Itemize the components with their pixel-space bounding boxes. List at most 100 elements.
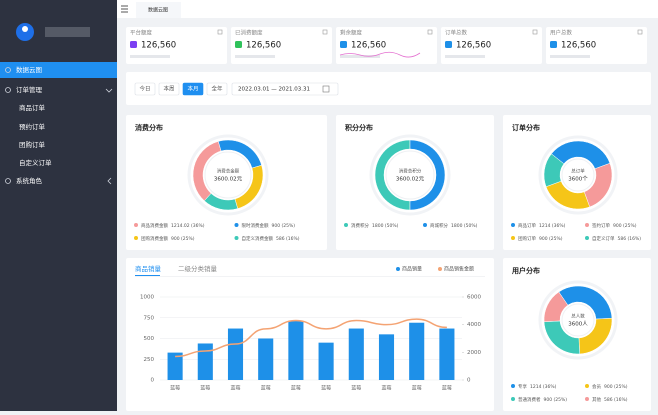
legend-text: 其他 586 (16%) [592,396,628,403]
bar [409,322,425,380]
legend-text: 自定义订单 586 (16%) [592,235,641,242]
donut-center [561,158,595,192]
chart-tab[interactable]: 商品销量 [135,264,162,273]
legend-text: 专享 1214 (36%) [518,383,557,390]
x-tick-label: 蓝莓 [351,385,361,392]
menu-item[interactable]: 团购订单 [19,140,46,149]
legend-dot [511,236,515,240]
y2-tick-label: 2000 [467,350,481,356]
y-tick-label: 250 [144,357,155,363]
legend-dot [585,384,589,388]
bar [197,343,213,380]
stat-label: 平台额度 [130,29,153,37]
filter-label: 本周 [163,85,174,93]
y2-tick-label: 4000 [467,322,481,328]
y-tick-label: 0 [151,378,155,384]
date-picker[interactable] [231,82,339,96]
x-tick-label: 蓝莓 [200,385,210,392]
donut-shadow [538,280,618,360]
bar [348,328,364,380]
legend-text: 商品消费金额 1214.02 (36%) [141,222,205,229]
filter-label: 全年 [211,85,223,93]
legend-name: 限时消费金额 [242,222,269,229]
menu-item[interactable]: 订单管理 [16,85,43,94]
stat-card [546,27,647,64]
stat-label: 剩余额度 [340,29,363,37]
bar [288,321,304,380]
blurred-username [45,27,90,37]
donut-segment [543,291,569,323]
legend-dot [585,223,589,227]
legend-dot [511,223,515,227]
filter-button[interactable] [134,82,156,96]
legend-value: 1214.02 (36%) [171,223,205,229]
donut-segment [204,193,239,211]
hamburger-icon[interactable] [121,5,128,13]
legend-value: 900 (25%) [272,223,296,229]
panel-title: 积分分布 [345,123,373,132]
panel-title: 消费分布 [135,123,163,132]
chart-tab[interactable]: 二级分类销量 [178,264,218,273]
legend-name: 自定义消费金额 [242,235,274,242]
center-label: 总人数 [571,313,585,320]
legend-name: 商品订单 [518,222,536,229]
donut-center [561,303,595,337]
legend-text: 签约订单 900 (25%) [592,222,637,229]
menu-arrow [105,88,113,93]
legend-value: 900 (25%) [613,223,637,229]
menu-item[interactable]: 自定义订单 [19,158,52,167]
stat-value: 126,560 [561,41,596,51]
menu-item[interactable]: 预约订单 [19,122,46,131]
legend-value: 586 (16%) [276,236,300,242]
tab-divider [135,276,485,277]
line [175,318,447,358]
stat-value: 126,560 [246,41,281,51]
x-tick-label: 蓝莓 [442,385,452,392]
y-tick-label: 750 [144,315,155,321]
legend-dot [423,223,427,227]
legend-text: 会员 900 (25%) [592,383,628,390]
y-tick-label: 1000 [140,295,154,301]
stat-icon [235,41,242,48]
filter-button[interactable] [206,82,228,96]
legend-name: 自定义订单 [592,235,615,242]
donut-segment [543,153,565,188]
tab-underline [135,275,160,276]
bar [318,342,334,380]
legend-name: 普通消费者 [518,396,541,403]
legend-name: 专享 [518,383,527,390]
donut-center [385,150,435,200]
center-label: 消费总积分 [399,168,422,175]
donut-shadow [538,135,618,215]
bar [227,328,244,380]
legend-value: 586 (16%) [604,397,628,403]
x-tick-label: 蓝莓 [321,385,331,392]
tab[interactable] [136,2,181,18]
menu-icon [5,67,11,73]
center-label: 消费总金额 [217,168,240,175]
x-tick-label: 蓝莓 [261,385,271,392]
center-value: 3600个 [568,176,588,183]
menu-item[interactable]: 系统角色 [16,176,43,185]
legend-text: 团购消费金额 900 (25%) [141,235,195,242]
stat-menu-icon [637,29,643,35]
stat-subtext [130,55,170,58]
legend-name: 商城积分 [430,222,448,229]
legend-name: 会员 [592,383,601,390]
legend-text: 商城积分 1800 (50%) [430,222,478,229]
calendar-icon [322,85,330,93]
filter-button[interactable] [182,82,204,96]
avatar-head [22,26,28,32]
filter-button[interactable] [158,82,180,96]
stat-menu-icon [217,29,223,35]
center-value: 3600.02元 [396,176,425,183]
panel [126,258,494,411]
legend-value: 586 (16%) [618,236,642,242]
stat-value: 126,560 [141,41,176,51]
menu-item[interactable]: 商品订单 [19,103,46,112]
menu-item[interactable]: 数据云图 [16,65,42,74]
top-bar [117,0,658,18]
sparkline [339,51,421,58]
stat-icon [340,41,347,48]
legend-dot [438,267,442,271]
